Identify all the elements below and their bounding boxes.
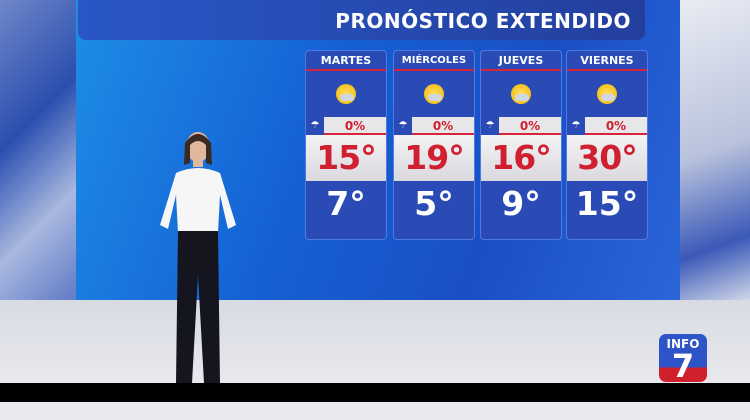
forecast-card-thursday: JUEVES ☂ 0% 16° 9° [480, 50, 562, 240]
low-temp: 15° [575, 184, 639, 223]
logo-text: INFO [666, 337, 700, 351]
rain-chance: 0% [585, 117, 647, 135]
day-label: MARTES [306, 51, 386, 71]
sun-cloud-icon [424, 84, 444, 104]
studio-floor [0, 300, 750, 383]
rain-cloud-icon: ☂ [306, 117, 324, 135]
day-label: VIERNES [567, 51, 647, 71]
studio-wall-right [680, 0, 750, 300]
studio-wall-left [0, 0, 80, 300]
partly-cloudy-sun-icon [336, 84, 356, 104]
forecast-title: PRONÓSTICO EXTENDIDO [78, 0, 645, 40]
high-temp: 19° [394, 135, 474, 181]
high-temp: 30° [567, 135, 647, 181]
partly-cloudy-sun-icon [511, 84, 531, 104]
floor-bottom [0, 402, 750, 420]
forecast-card-wednesday: MIÉRCOLES ☂ 0% 19° 5° [393, 50, 475, 240]
day-label: JUEVES [481, 51, 561, 71]
info7-logo: INFO 7 [659, 334, 707, 382]
rain-chance: 0% [324, 117, 386, 135]
sun-cloud-icon [597, 84, 617, 104]
rain-cloud-icon: ☂ [567, 117, 585, 135]
day-label: MIÉRCOLES [394, 51, 474, 71]
high-temp: 16° [481, 135, 561, 181]
letterbox-bar [0, 383, 750, 402]
high-temp: 15° [306, 135, 386, 181]
rain-chance: 0% [412, 117, 474, 135]
low-temp: 9° [501, 184, 541, 223]
logo-number: 7 [671, 347, 695, 385]
forecast-card-friday: VIERNES ☂ 0% 30° 15° [566, 50, 648, 240]
rain-cloud-icon: ☂ [394, 117, 412, 135]
rain-cloud-icon: ☂ [481, 117, 499, 135]
presenter [160, 132, 236, 383]
low-temp: 7° [326, 184, 366, 223]
forecast-card-tuesday: MARTES ☂ 0% 15° 7° [305, 50, 387, 240]
rain-chance: 0% [499, 117, 561, 135]
low-temp: 5° [414, 184, 454, 223]
